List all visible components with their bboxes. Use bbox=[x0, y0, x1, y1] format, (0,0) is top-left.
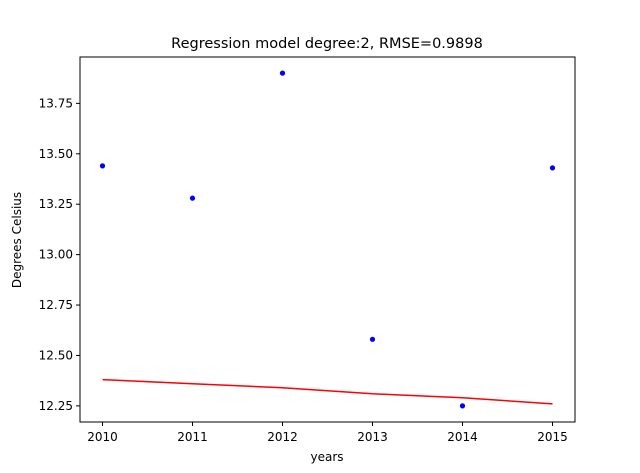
x-tick-label: 2014 bbox=[447, 430, 478, 444]
y-tick-label: 13.00 bbox=[39, 248, 73, 262]
data-point bbox=[549, 165, 556, 171]
y-axis: 12.25 12.50 12.75 13.00 13.25 13.50 13.75 bbox=[39, 96, 80, 413]
x-axis: 2010 2011 2012 2013 2014 2015 bbox=[87, 422, 568, 444]
x-tick-label: 2011 bbox=[177, 430, 208, 444]
y-tick-label: 13.25 bbox=[39, 197, 73, 211]
data-point bbox=[459, 403, 466, 409]
chart-title: Regression model degree:2, RMSE=0.9898 bbox=[171, 36, 483, 52]
data-point bbox=[189, 195, 196, 201]
y-tick-label: 13.50 bbox=[39, 147, 73, 161]
data-point bbox=[369, 336, 376, 342]
plot-frame bbox=[79, 56, 576, 423]
x-tick-label: 2013 bbox=[357, 430, 388, 444]
y-tick-label: 12.50 bbox=[39, 348, 73, 362]
x-tick-label: 2010 bbox=[87, 430, 118, 444]
x-axis-label: years bbox=[310, 450, 343, 464]
x-tick-label: 2012 bbox=[267, 430, 298, 444]
y-tick-label: 13.75 bbox=[39, 96, 73, 110]
y-tick-label: 12.75 bbox=[39, 298, 73, 312]
y-axis-label: Degrees Celsius bbox=[10, 192, 24, 288]
y-tick-label: 12.25 bbox=[39, 399, 73, 413]
fit-line bbox=[102, 378, 553, 405]
data-point bbox=[99, 163, 106, 169]
x-tick-label: 2015 bbox=[537, 430, 568, 444]
plot-area bbox=[99, 70, 556, 409]
data-point bbox=[279, 70, 286, 76]
